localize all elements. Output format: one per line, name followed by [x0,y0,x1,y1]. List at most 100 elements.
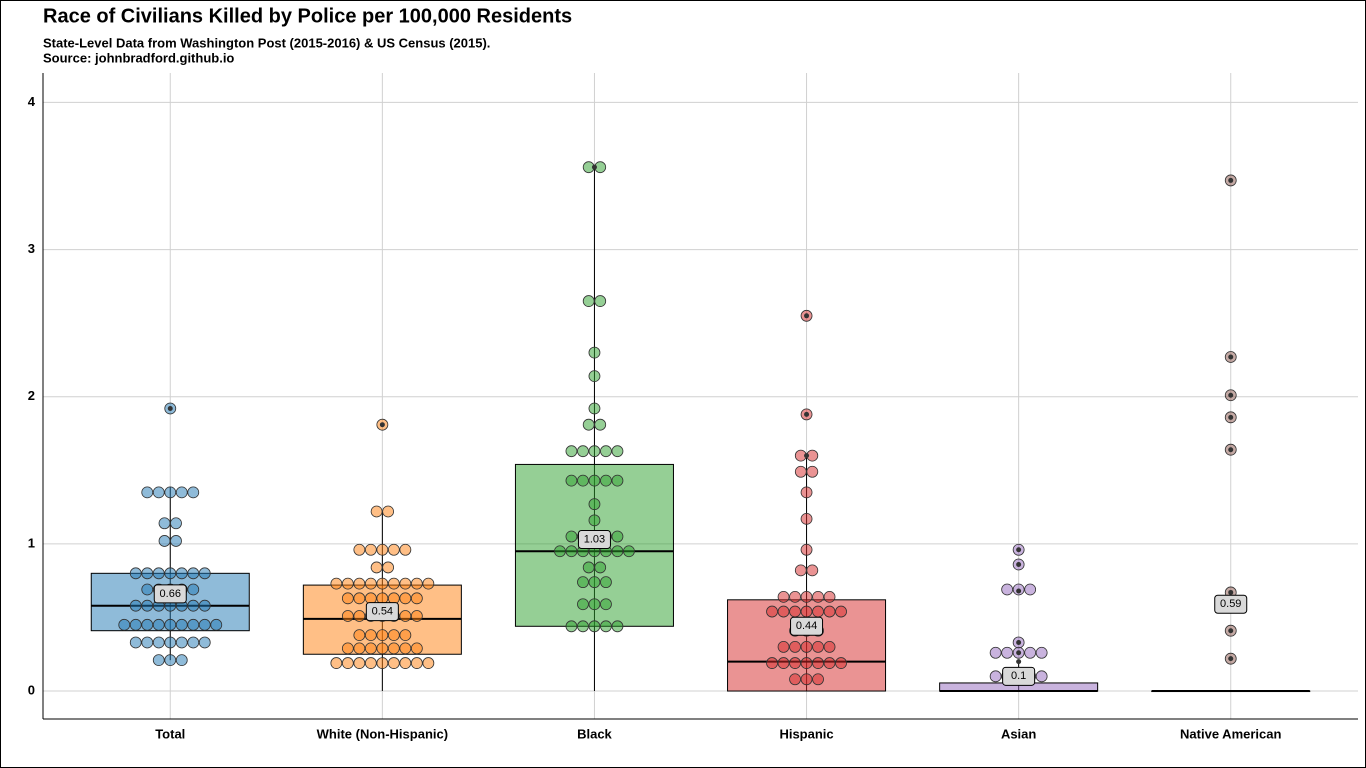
dot [164,567,177,580]
dot [387,543,400,556]
dot [410,610,423,622]
dot [399,642,412,655]
dot [370,561,383,574]
dot [766,657,778,669]
dot [594,418,607,431]
x-tick-label: Asian [1001,726,1036,741]
dot [812,657,824,669]
dot [812,590,824,603]
dot [364,642,377,655]
dot [812,673,824,686]
outlier [1016,547,1022,553]
dot [141,636,154,649]
dot [410,592,423,605]
dot [353,543,366,556]
mean-label-box [577,529,611,549]
outlier [1228,447,1234,453]
dot [387,629,400,642]
dot [118,618,131,631]
dot [812,640,824,653]
dot [170,517,182,530]
dot [364,657,377,669]
dot [577,474,589,487]
y-tick-label: 1 [28,535,35,550]
dot [1024,583,1037,596]
dot [410,577,423,590]
y-tick-label: 2 [28,388,35,403]
dot [588,576,601,589]
outlier [1016,650,1022,656]
dot [800,657,813,669]
dot [353,657,366,669]
dot [1035,670,1048,683]
dot [399,577,412,590]
dot [800,543,813,556]
dot [141,618,154,631]
dot [353,577,366,590]
outlier [1016,659,1022,665]
dot [588,370,601,383]
dot [141,583,154,596]
dot [158,517,171,530]
dot [588,598,601,611]
dot [376,642,389,655]
dot [198,599,211,612]
mean-label: 0.54 [372,605,393,617]
dot [170,535,182,547]
dot [187,636,200,649]
dot [376,577,389,590]
dot [422,657,435,669]
dot [210,618,223,631]
dot [600,598,612,611]
dot [152,486,165,499]
outlier [804,453,810,459]
dot [399,629,412,642]
dot [187,583,200,596]
dot [588,445,601,458]
mean-label-box [365,602,399,622]
dot [800,590,813,603]
outlier [1228,656,1234,662]
dot [410,642,423,655]
dot [777,657,790,669]
outlier [804,313,810,319]
dot [989,670,1002,683]
dot [152,567,165,580]
mean-label-box [1214,594,1248,614]
dot [835,657,847,669]
dot [175,567,188,580]
dot [129,599,142,612]
dot [187,486,200,499]
outlier [1016,639,1022,645]
dot [382,505,395,518]
dot [582,561,595,574]
dot [353,610,366,622]
dot [789,657,801,669]
dot [588,620,601,633]
dot [376,543,389,556]
dot [399,592,412,605]
dot [164,618,177,631]
dot [777,590,790,603]
dot [129,618,142,631]
dot [611,530,624,543]
mean-label: 1.03 [584,533,605,545]
dot [341,610,354,622]
dot [823,605,836,618]
dot [175,486,188,499]
dot [399,543,412,556]
dot [1001,646,1014,659]
dot [835,605,847,618]
dot [399,610,412,622]
dot [611,445,624,458]
dot [422,577,435,590]
dot [370,505,383,518]
dot [789,673,801,686]
dot [777,640,790,653]
dot [588,514,601,527]
dot [794,564,807,577]
dot [789,605,801,618]
dot [141,486,154,499]
